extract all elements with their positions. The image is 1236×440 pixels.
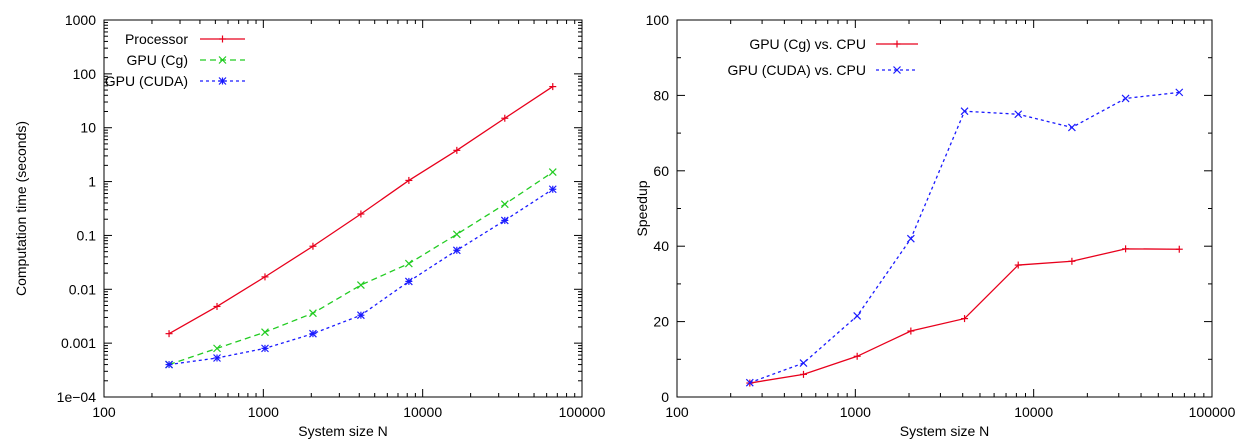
data-point bbox=[961, 315, 969, 323]
series-2 bbox=[165, 185, 557, 369]
x-ticks: 100 1000 10000 100000 bbox=[665, 20, 1236, 420]
y-tick-label: 40 bbox=[653, 238, 669, 254]
data-point bbox=[404, 277, 413, 286]
legend-entry: Processor bbox=[125, 31, 245, 47]
data-point bbox=[548, 168, 557, 177]
x-tick-label: 100000 bbox=[1189, 404, 1236, 420]
x-tick-label: 10000 bbox=[403, 404, 442, 420]
x-tick-label: 1000 bbox=[248, 404, 279, 420]
legend-label: Processor bbox=[125, 31, 188, 47]
y-axis-title: Computation time (seconds) bbox=[13, 121, 29, 296]
data-point bbox=[907, 327, 915, 335]
y-tick-label: 0 bbox=[661, 389, 669, 405]
legend-marker bbox=[218, 77, 227, 85]
x-tick-label: 100000 bbox=[559, 404, 606, 420]
x-axis-title: System size N bbox=[900, 423, 989, 439]
legend-label: GPU (CUDA) vs. CPU bbox=[728, 62, 866, 78]
data-point bbox=[906, 234, 915, 243]
x-ticks: 100 1000 10000 100000 bbox=[92, 20, 606, 420]
y-tick-label: 100 bbox=[646, 12, 670, 28]
legend-entry: GPU (CUDA) vs. CPU bbox=[728, 62, 918, 78]
data-point bbox=[1175, 88, 1184, 97]
y-tick-label: 1000 bbox=[65, 12, 96, 28]
data-point bbox=[213, 354, 221, 362]
data-point bbox=[548, 185, 557, 194]
legend-marker bbox=[218, 56, 227, 64]
plot-frame bbox=[103, 19, 583, 398]
data-point bbox=[853, 352, 861, 360]
data-point bbox=[261, 328, 269, 337]
data-point bbox=[799, 359, 808, 367]
x-tick-label: 100 bbox=[92, 404, 116, 420]
data-point bbox=[1014, 261, 1022, 269]
data-point bbox=[356, 281, 365, 289]
y-tick-label: 60 bbox=[653, 163, 669, 179]
series-0 bbox=[165, 83, 557, 338]
data-point bbox=[1175, 245, 1183, 253]
computation-time-chart: 100 1000 10000 1000001e−040.0010.010.111010… bbox=[13, 12, 606, 439]
legend-marker bbox=[893, 66, 901, 74]
y-tick-label: 0.01 bbox=[69, 281, 96, 297]
x-tick-label: 1000 bbox=[840, 404, 871, 420]
data-point bbox=[453, 146, 461, 154]
series-0 bbox=[746, 245, 1183, 387]
data-point bbox=[500, 200, 509, 209]
legend-label: GPU (CUDA) bbox=[105, 73, 188, 89]
data-point bbox=[452, 230, 461, 239]
x-tick-label: 10000 bbox=[1014, 404, 1053, 420]
series-line bbox=[749, 91, 1180, 384]
series-line bbox=[168, 171, 554, 366]
data-point bbox=[404, 259, 413, 268]
data-point bbox=[549, 83, 557, 91]
data-point bbox=[309, 329, 317, 338]
data-point bbox=[261, 273, 269, 281]
y-tick-label: 100 bbox=[73, 66, 97, 82]
data-point bbox=[799, 370, 807, 378]
y-ticks: 0 20 40 60 80 100 bbox=[646, 12, 1212, 405]
speedup-chart: 100 1000 10000 100000 0 20 40 60 80 100 System siz… bbox=[634, 12, 1236, 439]
data-point bbox=[1122, 245, 1130, 253]
y-tick-label: 10 bbox=[80, 120, 96, 136]
y-axis-title: Speedup bbox=[634, 180, 650, 236]
y-tick-label: 1e−04 bbox=[57, 389, 97, 405]
data-point bbox=[501, 114, 509, 122]
series-1 bbox=[165, 168, 557, 369]
legend-label: GPU (Cg) vs. CPU bbox=[749, 36, 866, 52]
data-point bbox=[213, 344, 221, 353]
data-point bbox=[500, 216, 509, 225]
y-tick-label: 80 bbox=[653, 87, 669, 103]
data-point bbox=[1121, 94, 1130, 103]
y-tick-label: 0.001 bbox=[61, 335, 96, 351]
x-tick-label: 100 bbox=[665, 404, 689, 420]
y-tick-label: 1 bbox=[88, 174, 96, 190]
data-point bbox=[745, 378, 754, 387]
y-tick-label: 20 bbox=[653, 314, 669, 330]
data-point bbox=[261, 344, 269, 353]
data-point bbox=[165, 330, 173, 338]
data-point bbox=[213, 302, 221, 310]
data-point bbox=[853, 312, 862, 320]
legend-marker bbox=[893, 40, 901, 48]
data-point bbox=[1067, 123, 1076, 132]
data-point bbox=[452, 246, 461, 255]
data-point bbox=[1014, 110, 1023, 119]
data-point bbox=[405, 176, 413, 184]
legend-marker bbox=[219, 35, 226, 43]
legend-entry: GPU (Cg) bbox=[127, 52, 245, 68]
data-point bbox=[309, 309, 317, 318]
data-point bbox=[309, 242, 317, 250]
y-tick-label: 0.1 bbox=[77, 227, 97, 243]
series-1 bbox=[745, 88, 1184, 387]
data-point bbox=[356, 311, 365, 320]
legend-entry: GPU (CUDA) bbox=[105, 73, 245, 89]
data-point bbox=[165, 360, 173, 369]
legend-entry: GPU (Cg) vs. CPU bbox=[749, 36, 918, 52]
data-point bbox=[960, 107, 969, 116]
data-point bbox=[357, 210, 365, 218]
x-axis-title: System size N bbox=[298, 423, 387, 439]
legend-label: GPU (Cg) bbox=[127, 52, 188, 68]
y-ticks: 1e−04 0.001 0.01 0.1 1 10 100 1000 bbox=[57, 12, 582, 405]
data-point bbox=[1068, 257, 1076, 265]
